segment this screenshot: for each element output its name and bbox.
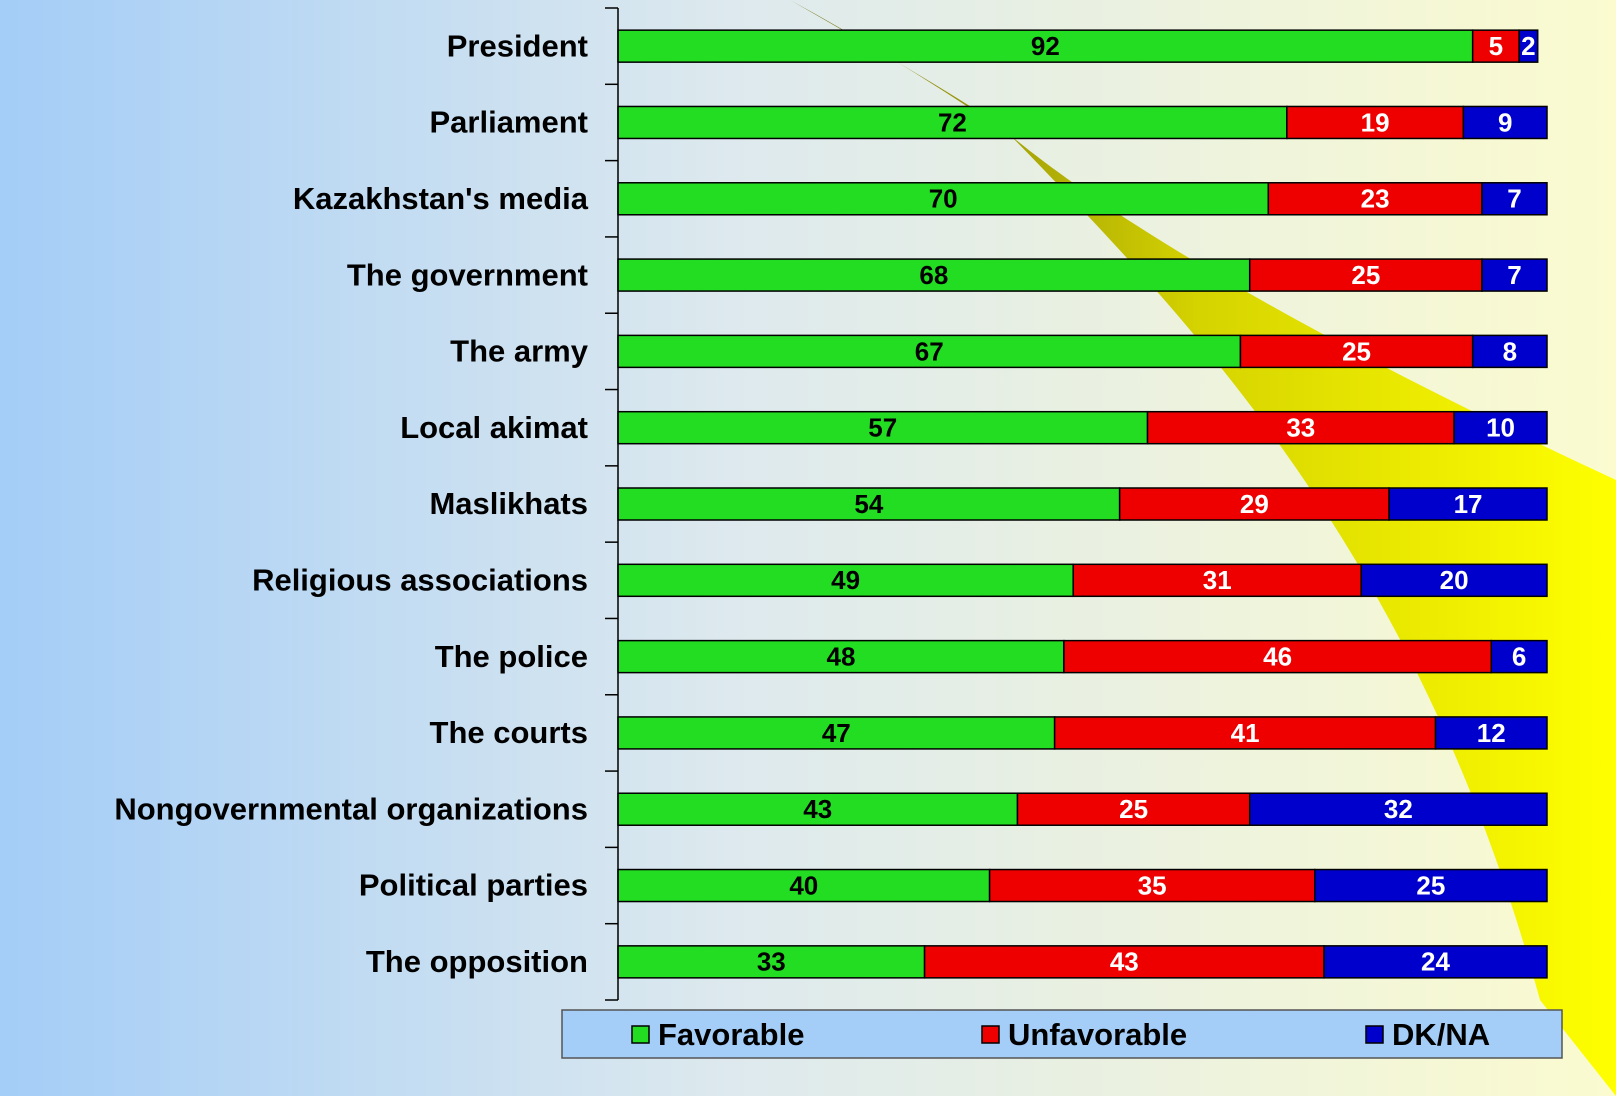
- value-label: 49: [831, 565, 860, 595]
- value-label: 8: [1503, 336, 1517, 366]
- value-label: 31: [1203, 565, 1232, 595]
- value-label: 6: [1512, 641, 1526, 671]
- category-label: Religious associations: [252, 562, 588, 597]
- value-label: 25: [1119, 794, 1148, 824]
- value-label: 25: [1351, 260, 1380, 290]
- value-label: 25: [1416, 870, 1445, 900]
- value-label: 7: [1507, 260, 1521, 290]
- value-label: 41: [1231, 718, 1260, 748]
- value-label: 12: [1477, 718, 1506, 748]
- category-label: Maslikhats: [429, 486, 588, 521]
- value-label: 68: [919, 260, 948, 290]
- value-label: 54: [854, 489, 883, 519]
- value-label: 48: [826, 641, 855, 671]
- category-label: The police: [435, 639, 588, 674]
- legend-label: Unfavorable: [1008, 1017, 1187, 1052]
- value-label: 43: [1110, 947, 1139, 977]
- category-label: Local akimat: [400, 410, 588, 445]
- value-label: 70: [929, 184, 958, 214]
- value-label: 40: [789, 870, 818, 900]
- value-label: 33: [757, 947, 786, 977]
- category-label: Parliament: [429, 105, 588, 140]
- value-label: 2: [1521, 31, 1535, 61]
- value-label: 33: [1286, 413, 1315, 443]
- legend-label: Favorable: [658, 1017, 804, 1052]
- category-label: Political parties: [359, 868, 588, 903]
- legend-swatch: [982, 1026, 999, 1043]
- value-label: 29: [1240, 489, 1269, 519]
- legend-swatch: [632, 1026, 649, 1043]
- value-label: 19: [1361, 107, 1390, 137]
- page: President 92 52 Parliament 72 19 9 Kazakhstan's…: [0, 0, 1616, 1096]
- value-label: 43: [803, 794, 832, 824]
- value-label: 23: [1361, 184, 1390, 214]
- value-label: 7: [1507, 184, 1521, 214]
- chart: President 92 52 Parliament 72 19 9 Kazakhstan's…: [0, 0, 1616, 1096]
- category-label: The courts: [430, 715, 588, 750]
- value-label: 35: [1138, 870, 1167, 900]
- value-label: 17: [1454, 489, 1483, 519]
- category-label: The army: [450, 334, 589, 369]
- value-label: 10: [1486, 413, 1515, 443]
- category-label: Kazakhstan's media: [293, 181, 589, 216]
- value-label: 24: [1421, 947, 1450, 977]
- value-label: 72: [938, 107, 967, 137]
- category-label: The opposition: [366, 944, 588, 979]
- value-label: 92: [1031, 31, 1060, 61]
- value-label: 47: [822, 718, 851, 748]
- value-label: 20: [1440, 565, 1469, 595]
- value-label: 9: [1498, 107, 1512, 137]
- value-label: 46: [1263, 641, 1292, 671]
- legend-label: DK/NA: [1392, 1017, 1490, 1052]
- category-label: President: [447, 28, 588, 63]
- value-label: 5: [1489, 31, 1503, 61]
- value-label: 67: [915, 336, 944, 366]
- value-label: 57: [868, 413, 897, 443]
- category-label: The government: [347, 257, 588, 292]
- value-label: 32: [1384, 794, 1413, 824]
- category-label: Nongovernmental organizations: [114, 791, 588, 826]
- value-label: 25: [1342, 336, 1371, 366]
- legend-swatch: [1366, 1026, 1383, 1043]
